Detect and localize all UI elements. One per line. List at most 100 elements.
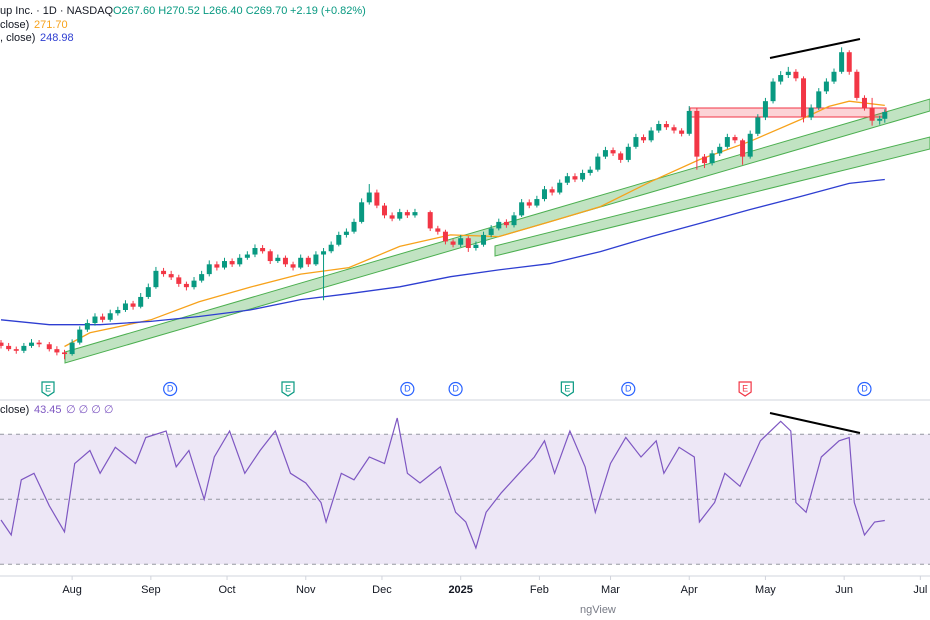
candle-body	[298, 257, 304, 268]
candle-body	[656, 124, 662, 131]
candle-body	[602, 150, 608, 157]
candle-body	[663, 124, 669, 128]
event-label: D	[167, 383, 174, 393]
candle-body	[823, 81, 829, 92]
x-tick-label: Sep	[141, 584, 161, 596]
candle-body	[580, 172, 586, 180]
candle-body	[610, 150, 616, 154]
rsi-line	[0, 417, 885, 550]
event-label: D	[452, 383, 459, 393]
candle-body	[183, 283, 189, 288]
event-icon	[448, 381, 463, 397]
resistance-zone	[689, 107, 887, 118]
moving-average	[0, 178, 885, 326]
candle-body	[496, 221, 502, 229]
candle-body	[557, 182, 563, 193]
candle-body	[84, 323, 90, 330]
candle-body	[770, 81, 776, 102]
candle-body	[313, 254, 319, 265]
candle-body	[503, 221, 509, 226]
candle-body	[145, 287, 151, 297]
legend-name: close)	[0, 404, 29, 416]
candle-body	[122, 303, 128, 310]
trend-channel	[494, 136, 930, 257]
candle-body	[618, 153, 624, 160]
divergence-line	[769, 38, 861, 59]
candle-body	[511, 215, 517, 226]
event-icon	[281, 381, 295, 397]
candle-body	[801, 78, 807, 118]
candle-body	[846, 52, 852, 72]
candle-body	[222, 261, 228, 268]
candle-body	[694, 110, 700, 157]
x-tick-label: Aug	[62, 584, 82, 596]
trend-channel	[64, 98, 930, 364]
candle-body	[244, 254, 250, 258]
divergence-line	[769, 412, 861, 434]
candle-body	[808, 107, 814, 118]
candle-body	[519, 202, 525, 216]
candle-body	[709, 153, 715, 164]
legend-value: 43.45	[34, 404, 62, 416]
candle-body	[206, 264, 212, 275]
candle-body	[435, 228, 441, 232]
candle-body	[595, 156, 601, 170]
candle-body	[724, 137, 730, 147]
candle-body	[290, 264, 296, 268]
candle-body	[214, 264, 220, 268]
candle-body	[107, 313, 113, 320]
candle-body	[100, 316, 106, 320]
x-tick-label: Mar	[601, 584, 620, 596]
event-icon	[738, 381, 752, 397]
candle-body	[92, 316, 98, 324]
candle-body	[138, 296, 144, 307]
candle-body	[458, 238, 464, 245]
candle-body	[679, 130, 685, 134]
candle-body	[732, 137, 738, 141]
candle-body	[481, 234, 487, 245]
candle-body	[54, 349, 60, 353]
candle-body	[191, 280, 197, 288]
candle-body	[641, 137, 647, 141]
candle-body	[130, 303, 136, 307]
event-label: E	[742, 383, 748, 393]
event-label: E	[285, 383, 291, 393]
x-tick-label: 2025	[448, 584, 472, 596]
candle-body	[854, 71, 860, 98]
candle-body	[717, 146, 723, 154]
candle-body	[46, 344, 52, 350]
candle-body	[153, 270, 159, 288]
candle-body	[404, 212, 410, 216]
candle-body	[305, 257, 311, 265]
candle-body	[381, 205, 387, 216]
candle-body	[229, 261, 235, 265]
candle-body	[351, 221, 357, 232]
legend-value: 248.98	[40, 32, 74, 44]
candle-body	[366, 192, 372, 203]
event-icon	[621, 381, 636, 397]
candle-body	[633, 137, 639, 147]
candle-body	[877, 118, 883, 121]
candle-body	[321, 251, 327, 255]
candle-body	[359, 202, 365, 222]
event-label: D	[625, 383, 632, 393]
candle-body	[267, 251, 273, 262]
candle-body	[199, 274, 205, 281]
symbol: up Inc. · 1D · NASDAQ	[0, 5, 114, 17]
candle-body	[176, 277, 182, 284]
candle-body	[237, 257, 243, 265]
candle-body	[671, 127, 677, 131]
event-icon	[400, 381, 415, 397]
candle-body	[473, 244, 479, 248]
candle-body	[701, 156, 707, 164]
x-tick-label: Jun	[835, 584, 853, 596]
candle-body	[450, 241, 456, 245]
candle-body	[549, 189, 555, 193]
legend-name: , close)	[0, 32, 35, 44]
candle-body	[260, 248, 266, 252]
legend-value: 271.70	[34, 19, 68, 31]
candle-body	[564, 176, 570, 183]
candle-body	[785, 71, 791, 76]
candle-body	[534, 199, 540, 206]
